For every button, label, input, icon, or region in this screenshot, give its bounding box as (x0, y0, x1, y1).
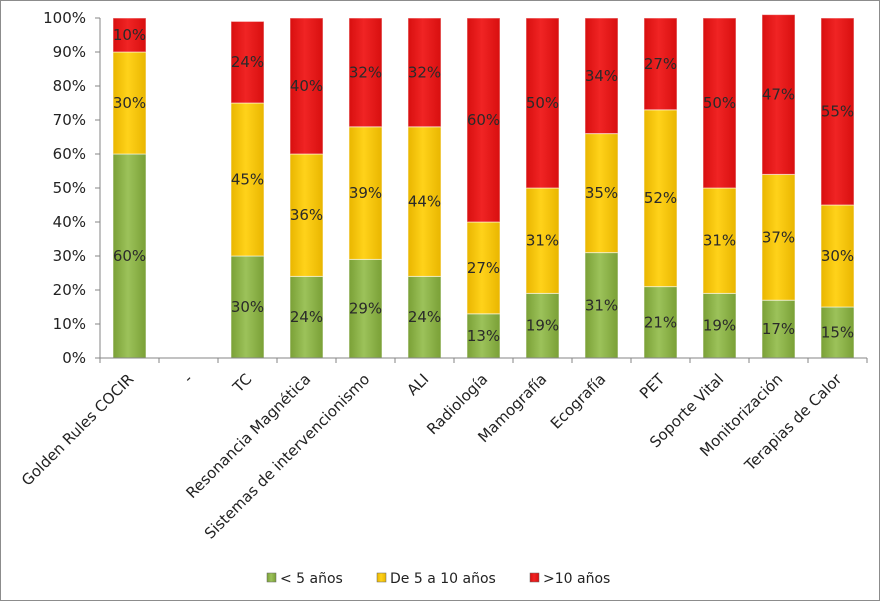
bar-segment (230, 102, 265, 257)
x-tick-label: PET (636, 370, 669, 403)
bar-segment (466, 221, 501, 315)
bar-segment (407, 17, 442, 128)
data-label: 45% (231, 171, 264, 189)
bar-segment (702, 292, 737, 359)
bar-segment (702, 17, 737, 189)
x-tick-label: Terapias de Calor (740, 370, 845, 475)
bar-segment (525, 17, 560, 189)
data-label: 21% (644, 313, 677, 331)
bar-segment (584, 17, 619, 135)
data-label: 15% (821, 324, 854, 342)
data-label: 32% (349, 63, 382, 81)
bar-segment (643, 286, 678, 359)
data-label: 60% (113, 247, 146, 265)
data-label: 32% (408, 63, 441, 81)
bar-segment (348, 17, 383, 128)
bar-segment (584, 252, 619, 359)
y-tick-label: 100% (43, 9, 86, 27)
bar-segment (230, 20, 265, 104)
data-label: 30% (231, 298, 264, 316)
data-label: 31% (585, 296, 618, 314)
legend-swatch (266, 572, 277, 583)
data-label: 36% (290, 206, 323, 224)
bar-segment (702, 187, 737, 294)
data-label: 35% (585, 184, 618, 202)
bars: 60% 30% 10% 30% 45% 24% 24% 36% 40% 29% 39% 32% 24% 4… (112, 14, 855, 359)
data-label: 60% (467, 111, 500, 129)
bar-segment (761, 14, 796, 175)
y-tick-label: 80% (53, 77, 86, 95)
x-tick-label: - (180, 370, 197, 387)
data-label: 27% (644, 55, 677, 73)
data-label: 52% (644, 189, 677, 207)
y-tick-label: 0% (62, 349, 86, 367)
x-tick-label: Golden Rules COCIR (18, 370, 137, 489)
bar-segment (289, 153, 324, 277)
data-label: 50% (703, 94, 736, 112)
legend: < 5 años De 5 a 10 años >10 años (266, 571, 610, 587)
data-label: 29% (349, 300, 382, 318)
y-tick-label: 10% (53, 315, 86, 333)
data-label: 34% (585, 67, 618, 85)
y-tick-label: 70% (53, 111, 86, 129)
data-label: 30% (821, 247, 854, 265)
bar-segment (112, 153, 147, 359)
y-tick-label: 20% (53, 281, 86, 299)
bar-segment (820, 306, 855, 359)
bar-segment (348, 258, 383, 359)
data-label: 47% (762, 86, 795, 104)
y-tick-label: 50% (53, 179, 86, 197)
data-label: 40% (290, 77, 323, 95)
x-tick-label: ALI (403, 370, 432, 399)
data-label: 19% (703, 317, 736, 335)
bar-segment (289, 17, 324, 155)
data-label: 30% (113, 94, 146, 112)
bar-segment (407, 126, 442, 277)
data-label: 17% (762, 320, 795, 338)
data-label: 27% (467, 259, 500, 277)
data-label: 50% (526, 94, 559, 112)
data-label: 37% (762, 228, 795, 246)
legend-swatch (529, 572, 540, 583)
y-tick-label: 60% (53, 145, 86, 163)
x-tick-label: Ecografía (547, 370, 610, 433)
data-label: 24% (290, 308, 323, 326)
bar-segment (820, 17, 855, 206)
bar-segment (761, 173, 796, 301)
data-label: 39% (349, 184, 382, 202)
y-tick-label: 90% (53, 43, 86, 61)
legend-entry: < 5 años (280, 571, 343, 587)
data-label: 13% (467, 327, 500, 345)
bar-segment (289, 275, 324, 359)
legend-entry: De 5 a 10 años (390, 571, 496, 587)
data-label: 55% (821, 103, 854, 121)
data-label: 31% (526, 232, 559, 250)
y-tick-label: 40% (53, 213, 86, 231)
y-axis: 0% 10% 20% 30% 40% 50% 60% 70% 80% 90% 100% (43, 9, 101, 367)
bar-segment (466, 17, 501, 223)
bar-segment (348, 126, 383, 260)
data-label: 10% (113, 26, 146, 44)
data-label: 44% (408, 193, 441, 211)
legend-entry: >10 años (543, 571, 610, 587)
bar-segment (584, 133, 619, 254)
bar-segment (112, 17, 147, 53)
bar-segment (525, 292, 560, 359)
bar-segment (466, 313, 501, 359)
data-label: 24% (231, 53, 264, 71)
y-tick-label: 30% (53, 247, 86, 265)
bar-segment (643, 17, 678, 111)
x-tick-label: TC (229, 370, 256, 397)
data-label: 31% (703, 232, 736, 250)
data-label: 24% (408, 308, 441, 326)
bar-segment (643, 109, 678, 288)
data-label: 19% (526, 317, 559, 335)
legend-swatch (376, 572, 387, 583)
